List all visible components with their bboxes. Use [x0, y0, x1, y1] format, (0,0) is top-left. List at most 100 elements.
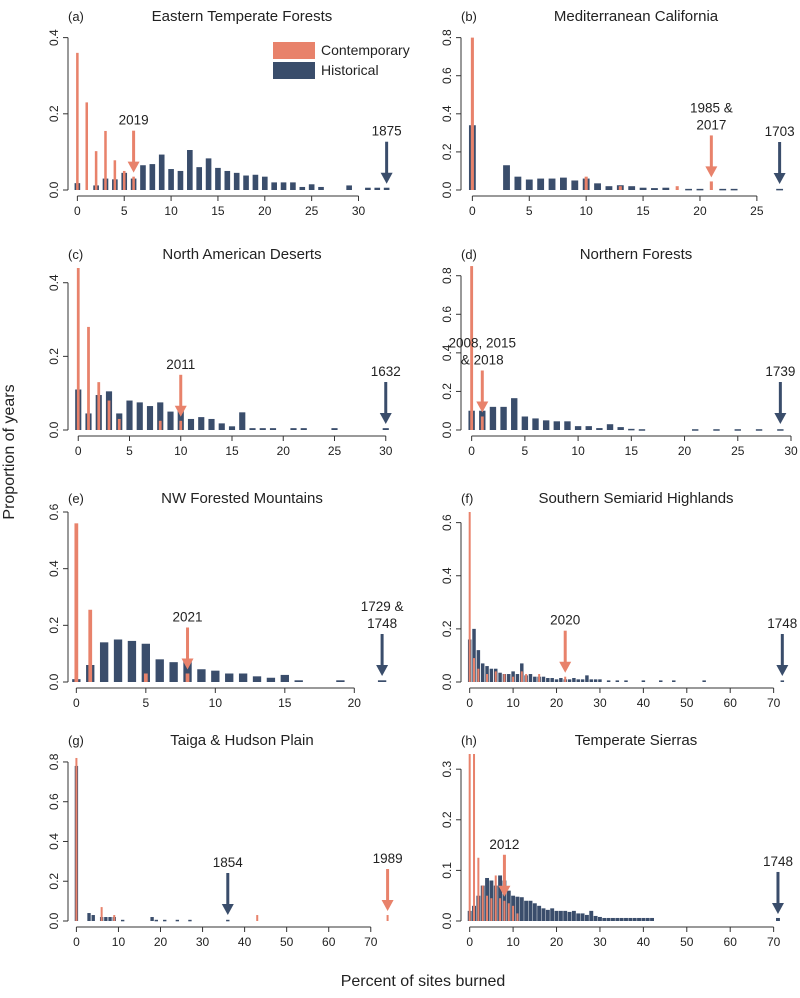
- panel-title: Eastern Temperate Forests: [152, 8, 333, 25]
- bar-historical: [589, 910, 594, 921]
- panel-tag: (f): [461, 491, 473, 506]
- bar-contemporary: [473, 658, 476, 682]
- bar-historical: [650, 917, 655, 921]
- bar-historical: [532, 418, 539, 430]
- panel-tag: (h): [461, 733, 477, 748]
- legend-swatch-contemporary: [273, 42, 315, 59]
- y-tick-label: 0.6: [440, 306, 454, 323]
- y-tick-label: 0.6: [440, 67, 454, 84]
- x-tick-label: 30: [196, 935, 210, 949]
- bar-historical: [617, 427, 624, 430]
- bar-historical: [299, 186, 306, 190]
- bar-historical: [149, 164, 156, 190]
- bar-contemporary: [503, 674, 506, 682]
- bar-historical: [127, 640, 137, 682]
- bar-historical: [365, 187, 371, 190]
- bar-historical: [113, 639, 123, 682]
- x-tick-label: 10: [506, 935, 520, 949]
- panel-tag: (d): [461, 247, 477, 262]
- x-tick-label: 15: [278, 696, 292, 710]
- legend-label-historical: Historical: [321, 62, 379, 78]
- figure-ylabel: Proportion of years: [1, 384, 18, 519]
- x-tick-label: 20: [678, 444, 692, 458]
- annotation-label-line2: 2017: [696, 117, 726, 132]
- bar-historical: [615, 680, 620, 682]
- bar-contemporary: [100, 907, 103, 921]
- bar-historical: [593, 679, 598, 682]
- bar-historical: [780, 680, 785, 682]
- bar-historical: [308, 184, 315, 190]
- bar-historical: [659, 680, 663, 682]
- bar-historical: [606, 680, 611, 682]
- bar-historical: [154, 919, 158, 922]
- panel-b: (b) Mediterranean California 0.0 0.2 0.4 0.6 0…: [440, 8, 795, 218]
- bar-historical: [146, 406, 154, 430]
- y-tick-label: 0.0: [47, 673, 61, 690]
- bar-historical: [489, 668, 494, 682]
- x-tick-label: 15: [625, 444, 639, 458]
- panel-title: Mediterranean California: [554, 8, 719, 25]
- annotation-label: 1748: [767, 616, 797, 631]
- bar-historical: [537, 178, 545, 190]
- bar-historical: [580, 913, 585, 921]
- annotation-label: 2011: [166, 357, 195, 372]
- bar-historical: [211, 670, 220, 682]
- bar-contemporary: [473, 754, 476, 921]
- legend-label-contemporary: Contemporary: [321, 42, 410, 58]
- bar-historical: [163, 919, 167, 922]
- bar-contemporary: [468, 512, 471, 682]
- bar-historical: [167, 411, 174, 430]
- bar-historical: [734, 429, 741, 431]
- bar-historical: [218, 423, 225, 430]
- y-tick-label: 0.4: [47, 560, 61, 577]
- bar-historical: [238, 673, 248, 682]
- annotation-2008-2015: & 2018 2008, 2015: [449, 336, 517, 413]
- annotation-arrow-head: [498, 885, 511, 897]
- annotation-1632: 1632: [371, 364, 401, 424]
- annotation-label: 2019: [119, 113, 149, 128]
- bar-historical: [383, 187, 390, 190]
- bar-historical: [331, 428, 338, 430]
- annotation-arrow-head: [127, 161, 140, 173]
- bar-historical: [515, 674, 520, 682]
- annotation-label-line2: 1748: [367, 616, 397, 631]
- annotation-label: 1729 &: [361, 599, 404, 614]
- y-tick-label: 0.4: [47, 29, 61, 46]
- bar-historical: [99, 642, 109, 682]
- bar-historical: [252, 676, 262, 682]
- bar-historical: [382, 428, 389, 430]
- x-tick-label: 20: [550, 696, 564, 710]
- bar-historical: [777, 429, 784, 431]
- bar-historical: [692, 429, 699, 431]
- bar-contemporary: [76, 268, 80, 430]
- bar-historical: [175, 919, 180, 922]
- bar-historical: [187, 418, 195, 430]
- annotation-arrow-head: [705, 166, 718, 178]
- panel-title: Temperate Sierras: [575, 732, 698, 749]
- bar-historical: [589, 679, 593, 682]
- annotation-2019: 2019: [119, 113, 149, 173]
- bar-historical: [776, 917, 780, 921]
- x-tick-label: 10: [112, 935, 126, 949]
- bar-historical: [548, 178, 556, 190]
- bar-historical: [532, 903, 537, 921]
- x-tick-label: 0: [73, 935, 80, 949]
- y-tick-label: 0.1: [440, 862, 454, 879]
- panel-h: (h) Temperate Sierras 0.0 0.1 0.2 0.3 0 10 20 30 4…: [440, 732, 793, 949]
- bar-historical: [567, 679, 572, 682]
- annotation-arrow-head: [221, 904, 234, 915]
- annotation-label: 2008, 2015: [449, 336, 517, 351]
- bar-historical: [628, 428, 635, 431]
- bar-historical: [249, 428, 256, 430]
- x-tick-label: 5: [526, 204, 533, 218]
- bar-contemporary: [494, 671, 497, 682]
- annotation-arrow-head: [380, 172, 393, 184]
- y-tick-label: 0.6: [47, 793, 61, 810]
- bar-contemporary: [709, 181, 713, 190]
- bar-historical: [197, 669, 206, 682]
- bar-historical: [558, 910, 563, 921]
- annotation-arrow-head: [379, 413, 392, 424]
- bar-historical: [564, 421, 571, 430]
- x-tick-label: 5: [121, 204, 128, 218]
